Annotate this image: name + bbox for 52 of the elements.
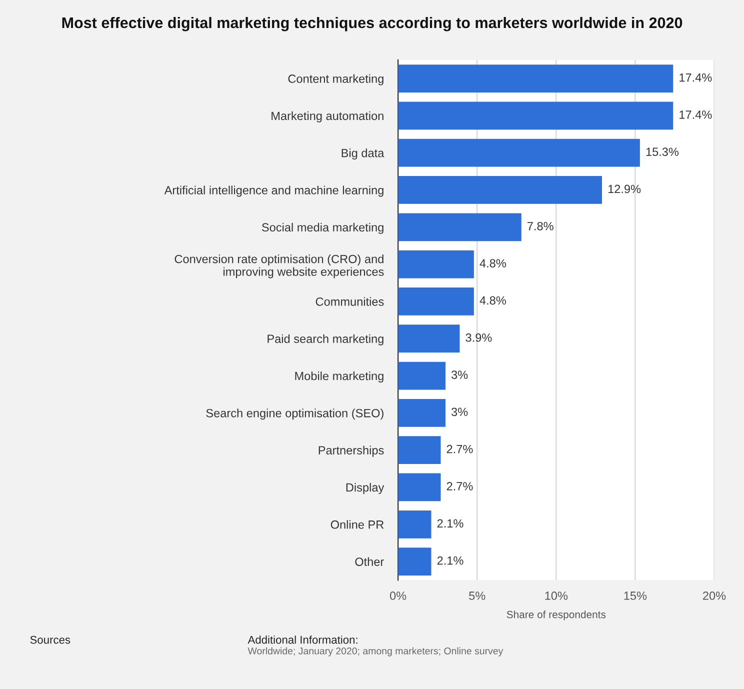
y-tick-label: Other (355, 557, 384, 566)
data-label: 2.1% (437, 556, 464, 565)
x-tick-label: 5% (469, 592, 486, 600)
x-tick-label: 0% (390, 592, 406, 600)
y-tick-label: Partnerships (318, 446, 384, 457)
y-tick-label: Paid search marketing (268, 334, 384, 346)
bar (398, 436, 441, 464)
chart-title: Most effective digital marketing techniques according to marketers worldwide in 2020 (62, 16, 682, 32)
bar (398, 64, 674, 92)
bar (398, 288, 474, 316)
data-label: 3.9% (466, 333, 492, 342)
bar (398, 213, 522, 242)
bar (398, 138, 640, 167)
y-tick-label: Social media marketing (262, 222, 384, 234)
bar (398, 362, 446, 390)
y-tick-label: Marketing automation (272, 111, 384, 122)
bar (398, 548, 432, 576)
bar (398, 473, 441, 502)
bar (398, 324, 460, 353)
bar (398, 510, 432, 538)
bar (398, 102, 674, 130)
y-tick-label: Conversion rate optimisation (CRO) and improving website experiences (174, 254, 384, 278)
data-label: 3% (451, 370, 468, 379)
data-label: 2.7% (446, 444, 473, 454)
y-tick-label: Content marketing (288, 74, 384, 86)
x-tick-label: 15% (624, 592, 647, 600)
x-axis-title: Share of respondents (506, 610, 606, 620)
text: Sources (30, 636, 70, 644)
text: Additional Information: (248, 636, 358, 644)
data-label: 4.8% (480, 259, 506, 268)
data-label: 2.1% (437, 519, 464, 528)
x-tick-label: 20% (703, 592, 726, 600)
data-label: 7.8% (528, 222, 554, 230)
data-label: 4.8% (480, 296, 506, 305)
data-label: 2.7% (446, 482, 473, 490)
data-label: 12.9% (608, 184, 641, 194)
bar (398, 250, 474, 278)
y-tick-label: Online PR (330, 520, 384, 529)
bar (398, 176, 602, 204)
data-label: 3% (451, 408, 468, 416)
y-tick-label: Artificial intelligence and machine learning (164, 186, 384, 197)
data-label: 17.4% (680, 110, 712, 119)
y-tick-label: Search engine optimisation (SEO) (206, 408, 384, 420)
x-tick-label: 10% (545, 592, 568, 600)
text: Worldwide; January 2020; among marketers; Online survey (248, 647, 504, 656)
data-label: 15.3% (646, 148, 679, 156)
bar (398, 399, 446, 427)
y-tick-label: Communities (316, 297, 384, 306)
y-tick-label: Display (346, 482, 384, 494)
data-label: 17.4% (680, 73, 712, 82)
y-tick-label: Mobile marketing (295, 372, 384, 383)
y-tick-label: Big data (342, 148, 384, 160)
